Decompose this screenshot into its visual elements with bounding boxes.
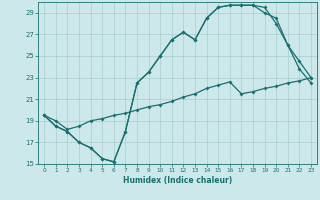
X-axis label: Humidex (Indice chaleur): Humidex (Indice chaleur) bbox=[123, 176, 232, 185]
